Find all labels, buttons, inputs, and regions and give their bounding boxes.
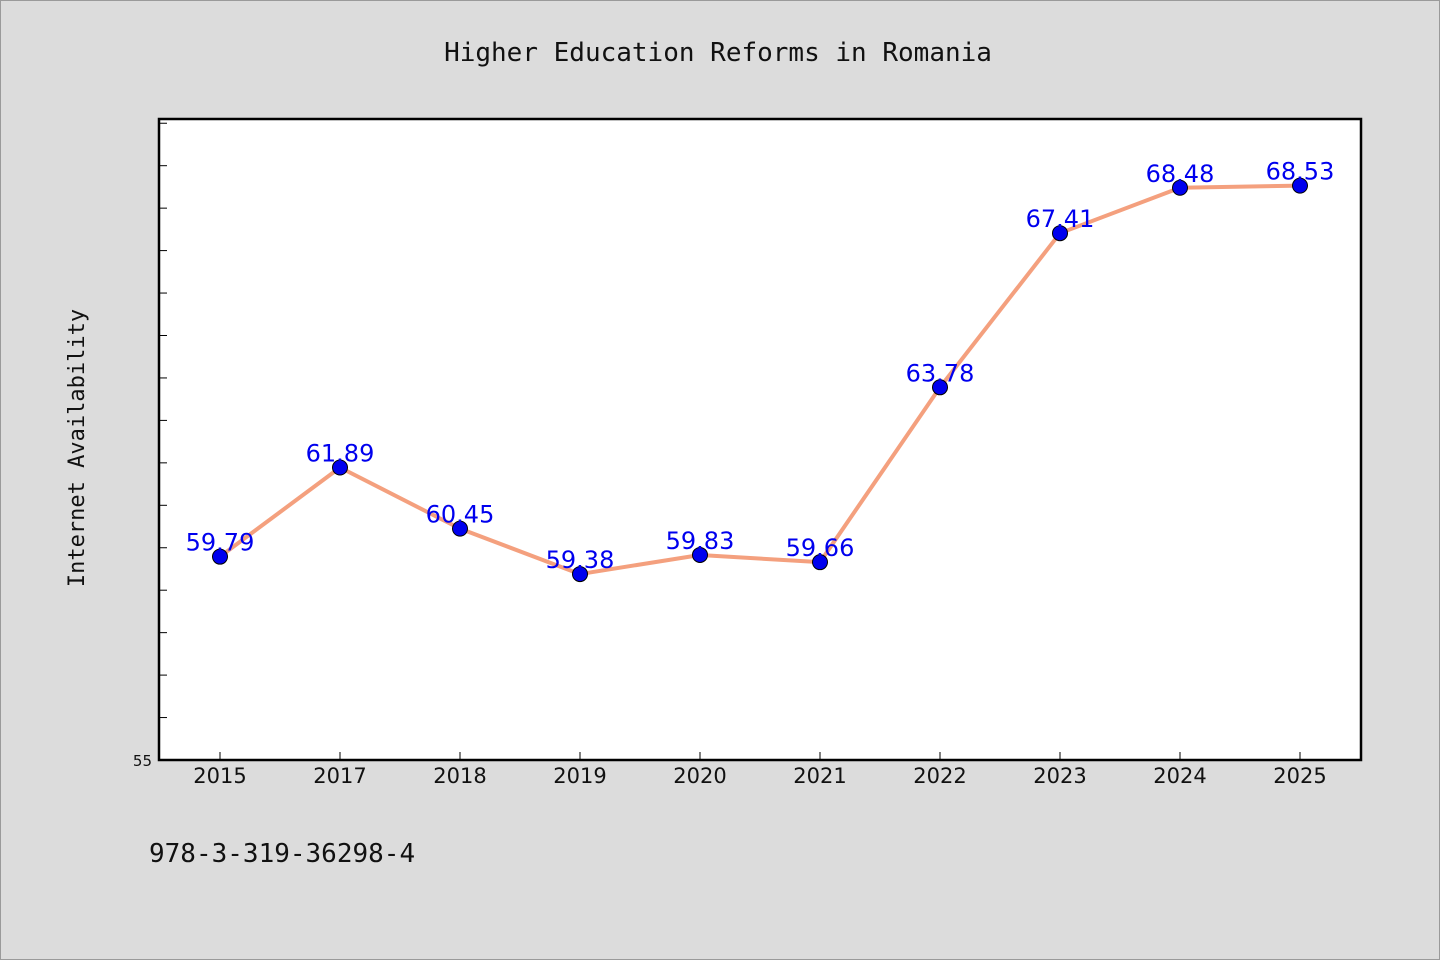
- data-point: [332, 459, 348, 476]
- data-point: [692, 546, 708, 563]
- data-label: 68.53: [1266, 158, 1335, 186]
- data-label: 61.89: [306, 440, 375, 468]
- x-tick-label: 2015: [193, 764, 246, 788]
- data-point: [1292, 177, 1308, 194]
- data-label: 67.41: [1026, 205, 1095, 233]
- x-tick-label: 2022: [913, 764, 966, 788]
- x-tick-label: 2025: [1273, 764, 1326, 788]
- footer-isbn: 978-3-319-36298-4: [149, 839, 415, 869]
- y-tick-label: 55: [133, 752, 152, 770]
- data-label: 63.78: [906, 359, 975, 387]
- data-label: 68.48: [1146, 160, 1215, 188]
- series-line: [218, 183, 1302, 577]
- data-point: [452, 520, 468, 537]
- chart-title: Higher Education Reforms in Romania: [444, 38, 992, 68]
- x-tick-label: 2021: [793, 764, 846, 788]
- data-label: 59.38: [546, 546, 615, 574]
- y-axis-label: Internet Availability: [65, 309, 90, 587]
- data-label: 59.79: [186, 529, 255, 557]
- x-tick-label: 2023: [1033, 764, 1086, 788]
- data-labels: 59.79 61.89 60.45 59.38 59.83 59.66 63.78 67.41…: [186, 158, 1335, 574]
- data-point: [1172, 179, 1188, 196]
- data-markers: [212, 177, 1308, 583]
- data-label: 60.45: [426, 501, 495, 529]
- plot-area: [157, 117, 1363, 762]
- x-tick-label: 2019: [553, 764, 606, 788]
- x-tick-label: 2024: [1153, 764, 1206, 788]
- data-label: 59.66: [786, 534, 855, 562]
- x-tick-label: 2018: [433, 764, 486, 788]
- data-point: [212, 548, 228, 565]
- x-axis-ticks: 2015 2017 2018 2019 2020 2021 2022 2023 2024 2025: [193, 752, 1327, 788]
- y-axis-ticks: [159, 122, 167, 719]
- x-tick-label: 2020: [673, 764, 726, 788]
- data-label: 59.83: [666, 527, 735, 555]
- data-point: [572, 566, 588, 583]
- x-tick-label: 2017: [313, 764, 366, 788]
- data-point: [1052, 225, 1068, 242]
- data-point: [812, 554, 828, 571]
- data-point: [932, 379, 948, 396]
- series-line-group: [218, 183, 1302, 577]
